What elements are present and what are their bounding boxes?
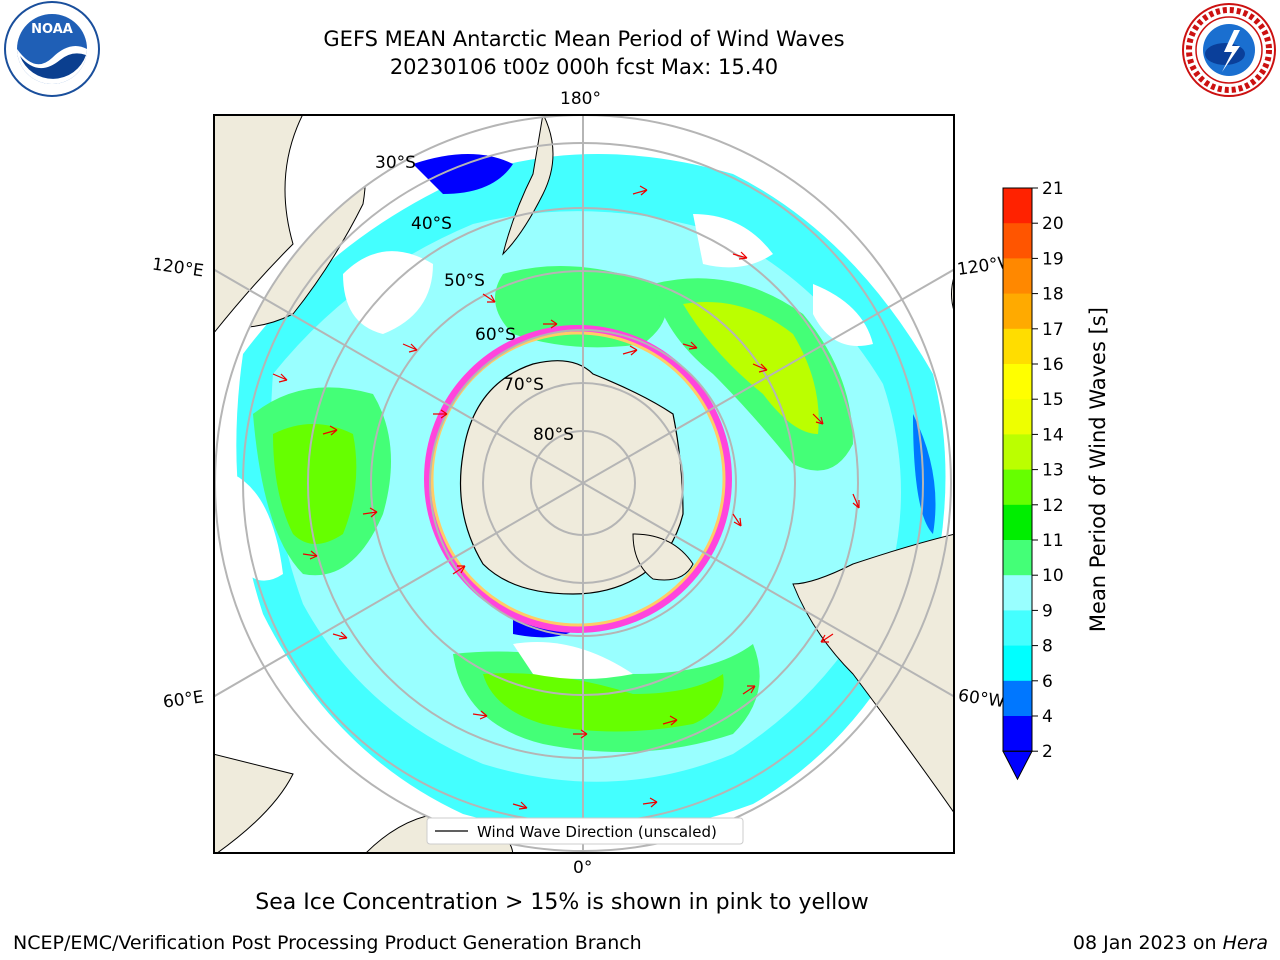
colorbar-tick-label: 8: [1042, 637, 1053, 657]
map-frame: [213, 114, 955, 854]
graticule: [214, 115, 954, 853]
map-legend: Wind Wave Direction (unscaled): [426, 817, 744, 845]
colorbar-extension: [1002, 750, 1033, 781]
label-40s: 40°S: [411, 214, 452, 234]
label-60s: 60°S: [475, 325, 516, 345]
colorbar-segment: [1003, 223, 1032, 259]
colorbar-tick-label: 10: [1042, 566, 1064, 586]
wind-wave-arrows: [272, 185, 860, 810]
credit-branch: NCEP/EMC/Verification Post Processing Pr…: [13, 932, 642, 954]
label-80s: 80°S: [533, 425, 574, 445]
colorbar-segment: [1003, 399, 1032, 435]
map-subtitle: 20230106 t00z 000h fcst Max: 15.40: [389, 55, 779, 79]
colorbar-tick-label: 9: [1042, 601, 1053, 621]
label-180: 180°: [560, 89, 601, 109]
colorbar-tick-label: 19: [1042, 249, 1064, 269]
colorbar-tick-label: 21: [1042, 180, 1064, 199]
colorbar-tick-label: 2: [1042, 742, 1053, 762]
colorbar-segment: [1003, 293, 1032, 330]
colorbar-segment: [1003, 575, 1032, 611]
colorbar-tick-label: 18: [1042, 285, 1064, 305]
colorbar-segment: [1003, 188, 1032, 224]
colorbar-segment: [1003, 434, 1032, 471]
label-120e: 120°E: [150, 254, 205, 282]
colorbar-tick-label: 13: [1042, 461, 1064, 481]
map-title: GEFS MEAN Antarctic Mean Period of Wind …: [323, 27, 845, 51]
sea-ice-note: Sea Ice Concentration > 15% is shown in …: [255, 890, 869, 915]
label-70s: 70°S: [503, 375, 544, 395]
colorbar-segment: [1003, 680, 1032, 717]
colorbar-segment: [1003, 504, 1032, 541]
colorbar-tick-label: 20: [1042, 214, 1064, 234]
colorbar-tick-label: 14: [1042, 425, 1064, 445]
colorbar-tick-label: 11: [1042, 531, 1064, 551]
colorbar-segment: [1003, 716, 1032, 752]
colorbar-tick-label: 17: [1042, 320, 1064, 340]
nws-logo: [1178, 0, 1280, 104]
label-30s: 30°S: [375, 153, 416, 173]
legend-label: Wind Wave Direction (unscaled): [477, 823, 717, 841]
svg-text:NOAA: NOAA: [31, 22, 73, 37]
credit-date-text: 08 Jan 2023 on: [1072, 932, 1223, 954]
colorbar-segment: [1003, 610, 1032, 647]
polar-stereographic-map: 30°S 40°S 50°S 60°S 70°S 80°S Wind Wave …: [213, 114, 955, 860]
colorbar-tick-label: 6: [1042, 672, 1053, 692]
colorbar-segment: [1003, 469, 1032, 506]
label-0: 0°: [573, 858, 593, 878]
colorbar-label: Mean Period of Wind Waves [s]: [1086, 307, 1110, 632]
colorbar-segment: [1003, 364, 1032, 400]
colorbar-tick-label: 15: [1042, 390, 1064, 410]
colorbar-segment: [1003, 328, 1032, 365]
colorbar-segment: [1003, 258, 1032, 295]
label-50s: 50°S: [444, 271, 485, 291]
colorbar-segment: [1003, 645, 1032, 682]
noaa-logo: NOAA: [0, 0, 104, 104]
colorbar-tick-label: 12: [1042, 496, 1064, 516]
colorbar: 2 4 6 8 9 10 11 12 13 14 15 16 17 18 19 20 21 Mean Period…: [995, 179, 1125, 794]
colorbar-segment: [1003, 540, 1032, 576]
credit-date: 08 Jan 2023 on Hera: [1073, 932, 1268, 954]
map-plot: 30°S 40°S 50°S 60°S 70°S 80°S Wind Wave …: [213, 114, 955, 856]
colorbar-tick-label: 16: [1042, 355, 1064, 375]
label-60e: 60°E: [161, 687, 206, 713]
colorbar-tick-label: 4: [1042, 707, 1053, 727]
credit-machine: Hera: [1222, 932, 1268, 954]
colorbar-graphic: 2 4 6 8 9 10 11 12 13 14 15 16 17 18 19 20 21 Mean Period…: [1002, 179, 1110, 781]
